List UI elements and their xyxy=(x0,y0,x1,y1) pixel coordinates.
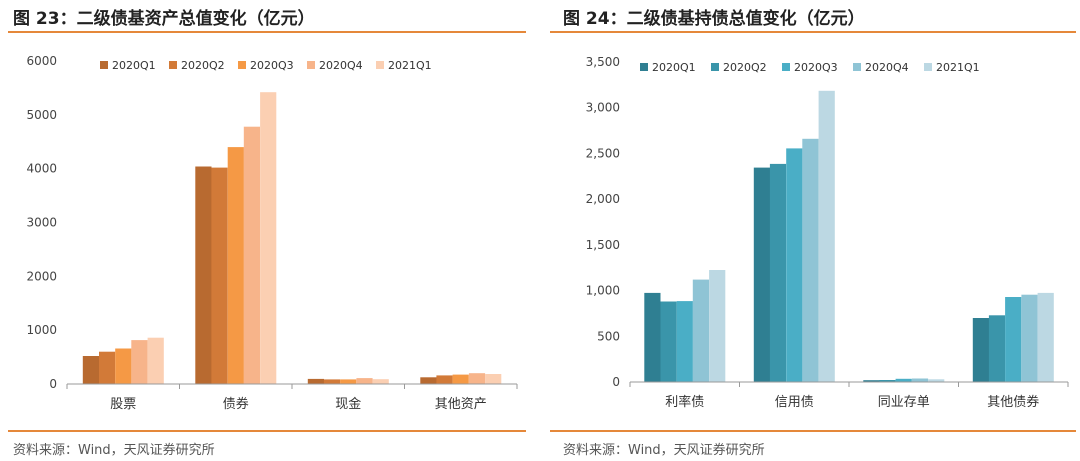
bar xyxy=(115,348,132,384)
y-tick-label: 1,500 xyxy=(586,238,620,252)
y-tick-label: 2,000 xyxy=(586,192,620,206)
footer-rule xyxy=(8,430,526,432)
category-label: 信用债 xyxy=(775,395,814,410)
legend-label: 2020Q1 xyxy=(652,61,696,74)
bar xyxy=(436,375,453,384)
legend-swatch xyxy=(376,61,384,69)
legend-label: 2020Q3 xyxy=(794,61,838,74)
y-tick-label: 3000 xyxy=(26,216,57,230)
legend-swatch xyxy=(924,63,932,71)
y-tick-label: 3,000 xyxy=(586,101,620,115)
bar xyxy=(307,378,324,384)
y-tick-label: 0 xyxy=(612,375,620,389)
bar xyxy=(468,373,486,384)
bar xyxy=(709,270,726,382)
category-label: 同业存单 xyxy=(878,395,930,410)
bar xyxy=(972,318,989,382)
bar xyxy=(644,292,661,382)
bar xyxy=(227,147,244,384)
bar xyxy=(879,380,896,382)
y-tick-label: 1,000 xyxy=(586,284,620,298)
y-tick-label: 5000 xyxy=(26,108,57,122)
legend-swatch xyxy=(782,63,790,71)
figure-23-panel: 图 23：二级债基资产总值变化（亿元） 0 1000 2000 3000 4000 500… xyxy=(0,0,528,461)
legend-swatch xyxy=(640,63,648,71)
legend-label: 2021Q1 xyxy=(388,59,432,72)
bar xyxy=(911,378,929,382)
legend-label: 2021Q1 xyxy=(936,61,980,74)
bar xyxy=(692,279,709,382)
bar xyxy=(243,126,260,384)
y-tick-label: 1000 xyxy=(26,323,57,337)
legend-swatch xyxy=(307,61,315,69)
asset-bar-chart: 0 1000 2000 3000 4000 5000 6000 股票 债券 现金 其他资产 2020Q… xyxy=(26,54,518,412)
title-rule xyxy=(8,31,526,33)
category-label: 股票 xyxy=(110,397,136,412)
bar xyxy=(818,90,835,383)
title-rule xyxy=(550,31,1076,33)
bar xyxy=(802,138,819,382)
bar xyxy=(988,315,1006,382)
bond-holdings-bar-chart: 0 500 1,000 1,500 2,000 2,500 3,000 3,500 利率债 信用债… xyxy=(586,55,1069,410)
category-label: 其他资产 xyxy=(435,397,487,412)
category-label: 现金 xyxy=(335,396,361,412)
legend-label: 2020Q2 xyxy=(181,59,225,72)
bar xyxy=(356,378,373,384)
legend-swatch xyxy=(100,61,108,69)
bar xyxy=(786,148,803,382)
category-label: 利率债 xyxy=(665,394,704,410)
bar xyxy=(195,166,212,384)
footer-rule xyxy=(550,430,1076,432)
y-tick-label: 500 xyxy=(597,329,620,343)
category-label: 其他债券 xyxy=(987,394,1039,410)
bar xyxy=(863,380,880,382)
bar xyxy=(895,378,912,382)
figure-24-panel: 图 24：二级债基持债总值变化（亿元） 0 500 1,000 1,500 2,000 2… xyxy=(550,0,1080,461)
legend-swatch xyxy=(169,61,177,69)
bar xyxy=(147,337,164,384)
y-tick-label: 6000 xyxy=(26,54,57,68)
y-tick-label: 2,500 xyxy=(586,146,620,160)
bar xyxy=(769,163,787,382)
legend-label: 2020Q2 xyxy=(723,61,767,74)
legend-label: 2020Q4 xyxy=(319,59,363,72)
legend-swatch xyxy=(711,63,719,71)
bar xyxy=(452,374,469,384)
y-tick-label: 3,500 xyxy=(586,55,620,69)
bar xyxy=(1005,297,1022,382)
bar xyxy=(1037,292,1054,382)
source-note: 资料来源：Wind，天风证券研究所 xyxy=(13,443,215,458)
legend-swatch xyxy=(238,61,246,69)
legend-label: 2020Q3 xyxy=(250,59,294,72)
bar xyxy=(928,379,945,382)
bar xyxy=(753,167,770,382)
bar xyxy=(660,301,677,382)
bar xyxy=(676,301,693,382)
bar xyxy=(260,92,277,384)
bar xyxy=(420,377,437,384)
legend-label: 2020Q1 xyxy=(112,59,156,72)
category-label: 债券 xyxy=(223,396,249,412)
y-tick-label: 0 xyxy=(49,377,57,391)
legend-label: 2020Q4 xyxy=(865,61,909,74)
bar xyxy=(131,340,148,384)
legend-swatch xyxy=(853,63,861,71)
bar xyxy=(323,379,341,384)
figure-title: 图 23：二级债基资产总值变化（亿元） xyxy=(13,9,315,29)
bar xyxy=(340,379,357,384)
y-tick-label: 2000 xyxy=(26,269,57,283)
bar xyxy=(211,167,228,384)
source-note: 资料来源：Wind，天风证券研究所 xyxy=(563,443,765,458)
bar xyxy=(372,379,389,384)
bar xyxy=(99,351,116,384)
bar xyxy=(1021,294,1038,382)
bar xyxy=(485,374,502,384)
y-tick-label: 4000 xyxy=(26,162,57,176)
bar xyxy=(82,356,99,384)
figure-title: 图 24：二级债基持债总值变化（亿元） xyxy=(563,9,865,29)
